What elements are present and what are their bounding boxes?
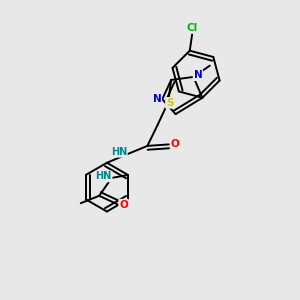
Text: O: O — [119, 200, 128, 210]
Text: N: N — [152, 94, 161, 103]
Text: Cl: Cl — [187, 23, 198, 33]
Text: HN: HN — [111, 147, 127, 157]
Text: N: N — [194, 70, 202, 80]
Text: HN: HN — [95, 172, 112, 182]
Text: O: O — [171, 140, 180, 149]
Text: S: S — [166, 98, 173, 108]
